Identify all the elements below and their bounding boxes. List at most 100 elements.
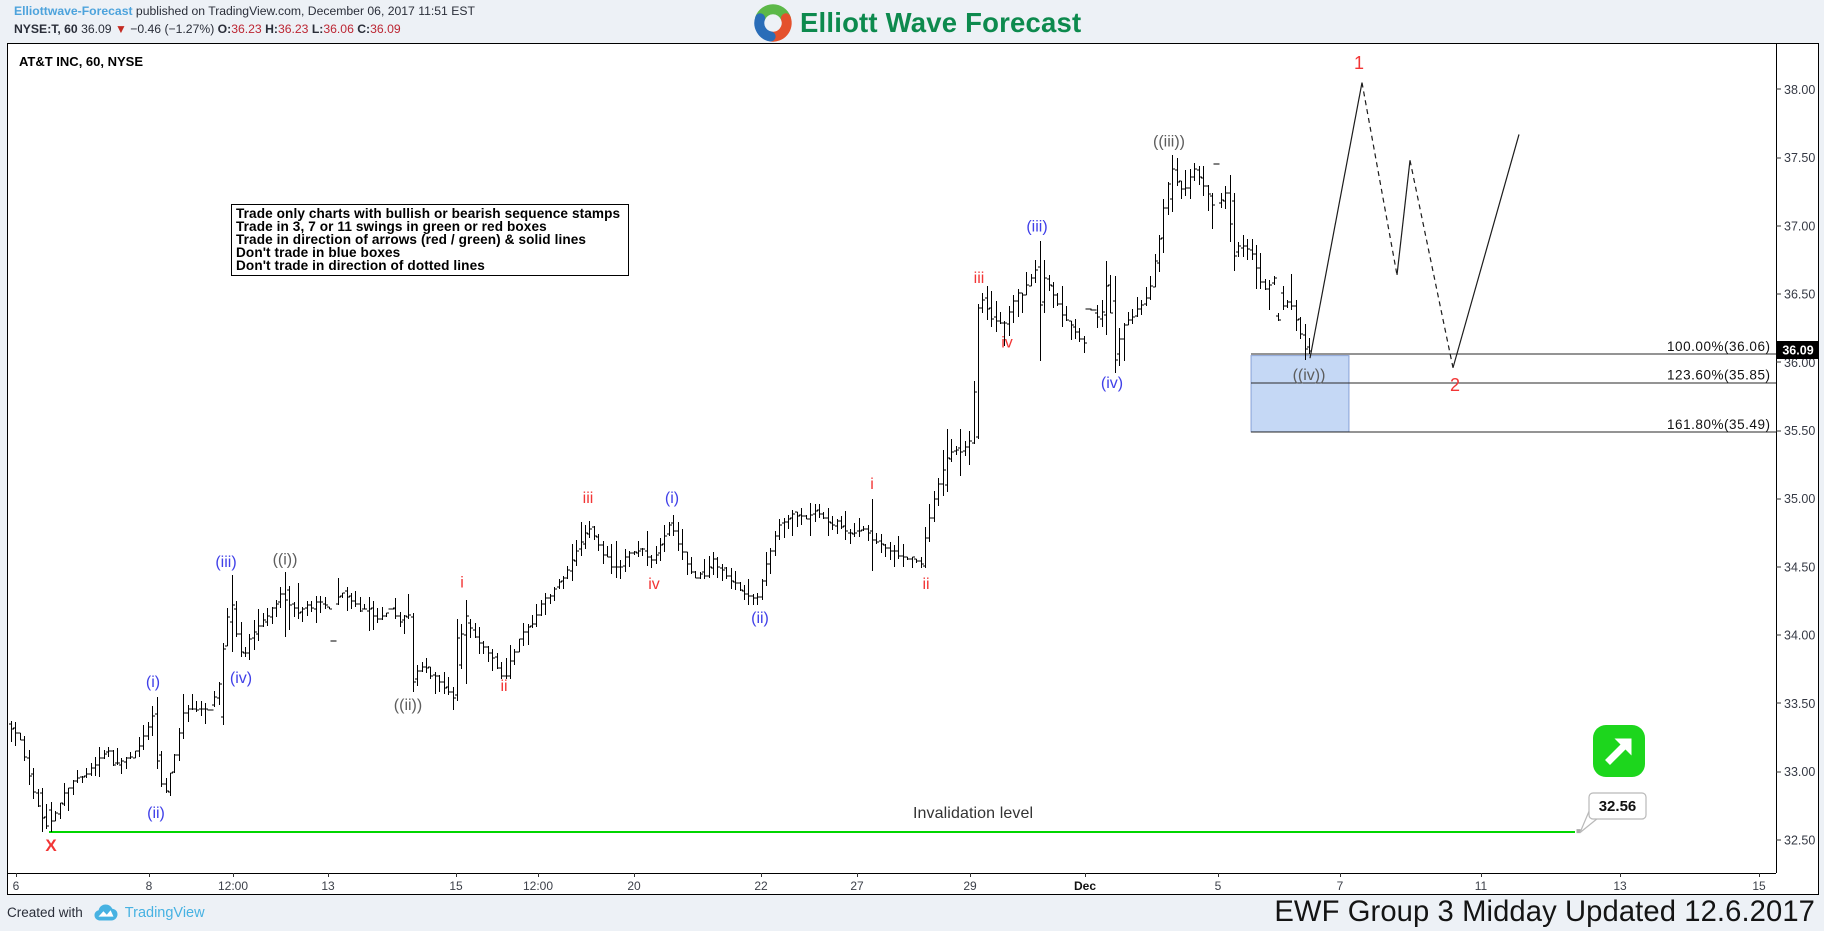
brand-name: Elliott Wave Forecast	[800, 7, 1082, 38]
trading-rules-box: Trade only charts with bullish or bearis…	[231, 204, 629, 276]
wave-label-iv: (iv)	[230, 670, 252, 687]
time-tick-label: 22	[754, 879, 768, 893]
chart-area: 100.00%(36.06) 123.60%(35.85) 161.80%(35.4…	[7, 43, 1819, 895]
time-tick-label: 15	[1752, 879, 1766, 893]
time-tick-label: 8	[146, 879, 153, 893]
wave-label-iv: iv	[1001, 334, 1013, 351]
projection-line-solid	[1396, 160, 1411, 276]
invalidation-price-flag[interactable]	[1588, 792, 1647, 820]
time-tick-label: 12:00	[218, 879, 248, 893]
ohlc-bars	[9, 155, 1312, 832]
chart-symbol-title: AT&T INC, 60, NYSE	[19, 54, 144, 69]
open-label: O:	[217, 22, 232, 36]
wave-label-ii: (ii)	[751, 610, 769, 627]
time-tick-label: 20	[627, 879, 641, 893]
high-value: 36.23	[277, 22, 309, 36]
time-tick-label: 27	[850, 879, 864, 893]
low-value: 36.06	[323, 22, 354, 36]
price-change: −0.46 (−1.27%)	[130, 22, 215, 36]
wave-label-X: X	[45, 836, 57, 855]
publish-info-line: Elliottwave-Forecast published on Tradin…	[14, 2, 475, 20]
wave-label-i: i	[460, 574, 464, 591]
rule-line: Don't trade in blue boxes	[236, 245, 401, 260]
wave-label-iii: ((iii))	[1153, 134, 1185, 151]
price-tick-label: 34.00	[1784, 629, 1815, 643]
blue-box	[1250, 355, 1350, 433]
publish-header: Elliottwave-Forecast published on Tradin…	[14, 2, 475, 38]
ewf-swirl-icon	[754, 4, 792, 42]
tradingview-link[interactable]: TradingView	[124, 904, 205, 921]
ewf-group-caption: EWF Group 3 Midday Updated 12.6.2017	[1274, 896, 1815, 928]
price-tick-label: 33.50	[1784, 697, 1815, 711]
wave-label-iii: iii	[974, 270, 985, 287]
price-tick-label: 36.00	[1784, 356, 1815, 370]
invalidation-label: Invalidation level	[913, 805, 1033, 822]
close-value: 36.09	[370, 22, 401, 36]
wave-label-iii: iii	[583, 490, 594, 507]
up-right-arrow-icon	[1605, 743, 1627, 765]
wave-label-iii: (iii)	[215, 554, 236, 571]
price-tick-label: 37.00	[1784, 219, 1815, 233]
projection-line-solid	[1452, 134, 1520, 368]
price-tick-label: 32.50	[1784, 833, 1815, 847]
last-price: 36.09	[81, 22, 112, 36]
high-label: H:	[265, 22, 278, 36]
price-tick-label: 38.00	[1784, 83, 1815, 97]
ohlc-flat-bars	[207, 163, 1220, 711]
wave-label-i: ((i))	[273, 551, 298, 568]
low-label: L:	[311, 22, 324, 36]
created-with: Created with TradingView	[7, 904, 205, 921]
wave-label-iii: (iii)	[1026, 218, 1047, 235]
fib-level-label: 161.80%(35.49)	[1667, 417, 1770, 432]
publisher-link[interactable]: Elliottwave-Forecast	[14, 4, 133, 18]
fib-level-label: 100.00%(36.06)	[1667, 339, 1770, 354]
rule-line: Trade in 3, 7 or 11 swings in green or r…	[236, 219, 547, 234]
last-price-tag-text: 36.09	[1782, 344, 1813, 358]
wave-label-1: 1	[1354, 53, 1364, 73]
price-tick-label: 36.50	[1784, 288, 1815, 302]
time-tick-label: 13	[1613, 879, 1627, 893]
last-price-tag	[1777, 341, 1819, 360]
time-tick-label: 12:00	[523, 879, 553, 893]
line-end-handle[interactable]	[1576, 829, 1581, 834]
projection-line-solid	[1309, 82, 1363, 359]
price-tick-label: 33.00	[1784, 765, 1815, 779]
close-label: C:	[357, 22, 371, 36]
wave-label-i: i	[870, 476, 874, 493]
wave-label-2: 2	[1450, 375, 1460, 395]
time-tick-label: 13	[321, 879, 335, 893]
rule-line: Trade in direction of arrows (red / gree…	[236, 232, 587, 247]
time-tick-label: 29	[963, 879, 977, 893]
wave-label-iv: ((iv))	[1293, 367, 1326, 384]
elliott-wave-forecast-logo: Elliott Wave Forecast	[753, 3, 1081, 43]
time-tick-label: 5	[1215, 879, 1222, 893]
up-right-arrowhead	[1614, 738, 1632, 756]
footer: Created with TradingView EWF Group 3 Mid…	[0, 895, 1824, 931]
price-tick-label: 35.50	[1784, 424, 1815, 438]
time-tick-label: 11	[1475, 879, 1488, 893]
price-tick-label: 37.50	[1784, 151, 1815, 165]
rule-line: Don't trade in direction of dotted lines	[236, 258, 485, 273]
created-with-text: Created with	[7, 905, 83, 920]
wave-label-iv: iv	[648, 576, 660, 593]
time-tick-label: 15	[449, 879, 463, 893]
down-triangle-icon: ▼	[114, 22, 127, 36]
open-value: 36.23	[231, 22, 262, 36]
time-tick-label: Dec	[1074, 879, 1096, 893]
time-tick-label: 6	[13, 879, 20, 893]
symbol-name: NYSE:T, 60	[14, 22, 78, 36]
projection-line-dashed	[1361, 82, 1398, 276]
wave-label-i: (i)	[146, 674, 160, 691]
wave-label-ii: ii	[922, 576, 929, 593]
time-tick-label: 7	[1337, 879, 1344, 893]
price-tick-label: 34.50	[1784, 560, 1815, 574]
symbol-status-line: NYSE:T, 60 36.09 ▼ −0.46 (−1.27%) O:36.2…	[14, 20, 475, 38]
price-tick-label: 35.00	[1784, 492, 1815, 506]
fib-level-label: 123.60%(35.85)	[1667, 368, 1770, 383]
publish-info-text: published on TradingView.com, December 0…	[132, 4, 475, 18]
tradingview-cloud-icon	[94, 904, 118, 921]
price-chart-svg: 100.00%(36.06) 123.60%(35.85) 161.80%(35.4…	[8, 44, 1819, 893]
projection-line-dashed	[1409, 160, 1454, 368]
wave-label-ii: (ii)	[147, 805, 165, 822]
